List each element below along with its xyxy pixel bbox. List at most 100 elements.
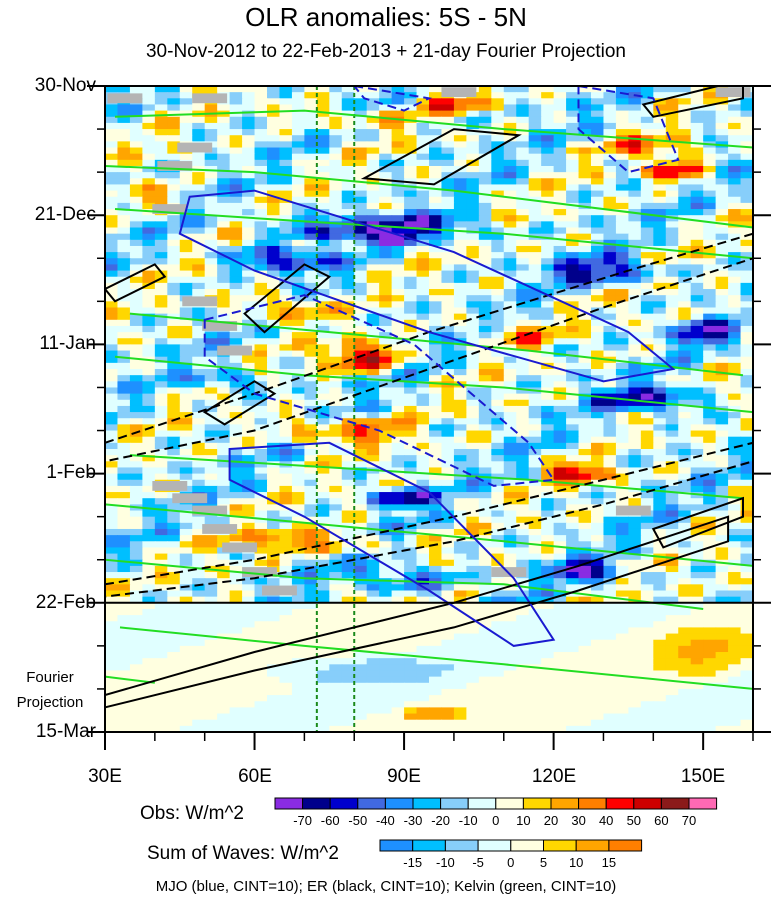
field-cell <box>690 178 704 186</box>
field-cell <box>242 596 256 604</box>
field-cell <box>429 596 443 604</box>
field-cell <box>453 245 467 253</box>
field-cell <box>478 535 492 542</box>
field-cell <box>117 233 131 241</box>
field-cell <box>142 639 156 647</box>
field-cell <box>491 528 505 536</box>
field-cell <box>279 332 293 339</box>
field-cell <box>291 307 305 315</box>
field-cell <box>553 258 567 266</box>
field-cell <box>129 338 143 345</box>
field-cell <box>204 455 218 462</box>
field-cell <box>354 147 368 155</box>
field-cell <box>129 332 143 339</box>
field-cell <box>254 516 268 524</box>
field-cell <box>267 596 281 604</box>
field-cell <box>553 141 567 149</box>
field-cell <box>715 498 729 505</box>
field-cell <box>291 245 305 253</box>
field-cell <box>329 492 343 499</box>
field-cell <box>553 264 567 272</box>
field-cell <box>429 245 443 253</box>
field-cell <box>728 289 742 296</box>
field-cell <box>379 633 393 641</box>
field-cell <box>129 375 143 382</box>
field-cell <box>167 442 181 450</box>
field-cell <box>453 141 467 149</box>
field-cell <box>715 147 729 155</box>
field-cell <box>703 455 717 462</box>
field-cell <box>566 535 580 542</box>
field-cell <box>615 479 629 487</box>
field-cell <box>179 436 193 444</box>
field-cell <box>105 387 119 395</box>
field-cell <box>229 639 243 647</box>
field-cell <box>429 664 443 672</box>
field-cell <box>416 245 430 253</box>
field-cell <box>366 356 380 364</box>
field-cell <box>242 289 256 296</box>
field-cell <box>665 375 679 382</box>
field-cell <box>441 399 455 407</box>
field-cell <box>267 332 281 339</box>
field-cell <box>341 412 355 419</box>
field-cell <box>703 590 717 598</box>
field-cell <box>466 584 480 592</box>
field-cell <box>429 110 443 118</box>
field-cell <box>316 639 330 647</box>
field-cell <box>279 424 293 432</box>
field-cell <box>279 350 293 358</box>
field-cell <box>690 596 704 604</box>
field-cell <box>391 332 405 339</box>
field-cell <box>578 289 592 296</box>
field-cell <box>192 547 206 555</box>
field-cell <box>391 86 405 93</box>
field-cell <box>279 233 293 241</box>
field-cell <box>366 516 380 524</box>
field-cell <box>217 652 231 659</box>
field-cell <box>217 615 231 622</box>
field-cell <box>354 190 368 198</box>
field-cell <box>179 184 193 192</box>
field-cell <box>528 535 542 542</box>
field-cell <box>254 338 268 345</box>
field-cell <box>541 295 555 302</box>
field-cell <box>653 301 667 309</box>
field-cell <box>615 467 629 475</box>
field-cell <box>740 627 753 635</box>
field-cell <box>678 159 692 167</box>
field-cell <box>416 430 430 438</box>
field-cell <box>242 227 256 235</box>
field-cell <box>204 572 218 579</box>
field-cell <box>528 461 542 469</box>
field-cell <box>379 424 393 432</box>
field-cell <box>267 178 281 186</box>
field-cell <box>429 325 443 333</box>
field-cell <box>453 325 467 333</box>
field-cell <box>541 608 555 616</box>
field-cell <box>105 430 119 438</box>
field-cell <box>192 313 206 321</box>
field-cell <box>578 399 592 407</box>
field-cell <box>503 270 517 278</box>
field-cell <box>566 578 580 585</box>
field-cell <box>429 436 443 444</box>
field-cell <box>254 369 268 376</box>
field-cell <box>242 153 256 161</box>
field-cell <box>366 387 380 395</box>
field-cell <box>615 387 629 395</box>
field-cell <box>129 436 143 444</box>
field-cell <box>167 264 181 272</box>
field-cell <box>204 381 218 389</box>
field-cell <box>129 652 143 659</box>
field-cell <box>441 473 455 481</box>
field-cell <box>703 658 717 665</box>
field-cell <box>728 356 742 364</box>
field-cell <box>341 436 355 444</box>
field-cell <box>366 209 380 216</box>
field-cell <box>267 362 281 370</box>
field-cell <box>640 399 654 407</box>
field-cell <box>179 399 193 407</box>
field-cell <box>291 147 305 155</box>
field-cell <box>329 227 343 235</box>
